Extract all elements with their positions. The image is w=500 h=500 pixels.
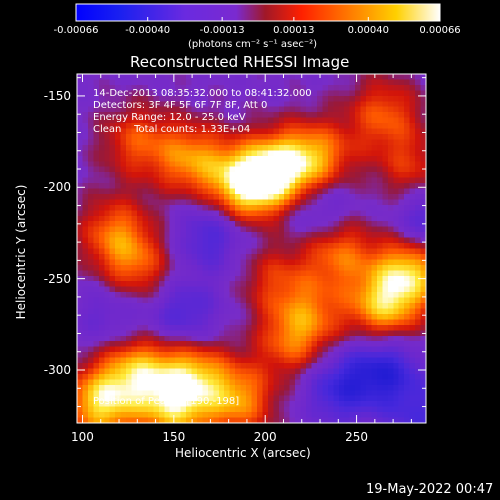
plot-frame: [76, 73, 427, 424]
colorbar-tick-label: 0.00013: [273, 25, 315, 36]
colorbar-tick-label: 0.00040: [347, 25, 389, 36]
heatmap-image: [77, 74, 426, 423]
colorbar-tick-label: -0.00066: [53, 25, 99, 36]
y-tick-label: -250: [43, 271, 71, 286]
timestamp: 19-May-2022 00:47: [366, 482, 494, 497]
y-axis-label: Heliocentric Y (arcsec): [14, 184, 28, 320]
heatmap-plot: [76, 73, 427, 424]
colorbar: [75, 3, 441, 22]
y-tick-label: -150: [43, 88, 71, 103]
x-tick-label: 200: [253, 430, 277, 444]
annotation-detectors: Detectors: 3F 4F 5F 6F 7F 8F, Att 0: [93, 100, 268, 111]
colorbar-tick-label: -0.00040: [125, 25, 171, 36]
y-tick-label: -300: [43, 363, 71, 377]
annotation-clean-counts: Clean Total counts: 1.33E+04: [93, 124, 251, 135]
x-axis-label: Heliocentric X (arcsec): [175, 446, 311, 460]
colorbar-gradient: [75, 3, 441, 22]
y-tick-label: -200: [43, 180, 71, 195]
colorbar-units-label: (photons cm⁻² s⁻¹ asec⁻²): [188, 39, 318, 50]
colorbar-tick-label: 0.00066: [419, 25, 461, 36]
annotation-energy-range: Energy Range: 12.0 - 25.0 keV: [93, 112, 246, 123]
x-tick-label: 150: [162, 430, 186, 444]
annotation-time-range: 14-Dec-2013 08:35:32.000 to 08:41:32.000: [93, 88, 312, 99]
annotation-block: 14-Dec-2013 08:35:32.000 to 08:41:32.000…: [93, 88, 312, 136]
colorbar-tick-label: -0.00013: [199, 25, 245, 36]
peak-position-label: Position of Peak = [190,-198]: [93, 396, 240, 407]
x-tick-label: 250: [345, 430, 369, 444]
x-tick-label: 100: [71, 430, 94, 444]
chart-title: Reconstructed RHESSI Image: [130, 53, 350, 71]
